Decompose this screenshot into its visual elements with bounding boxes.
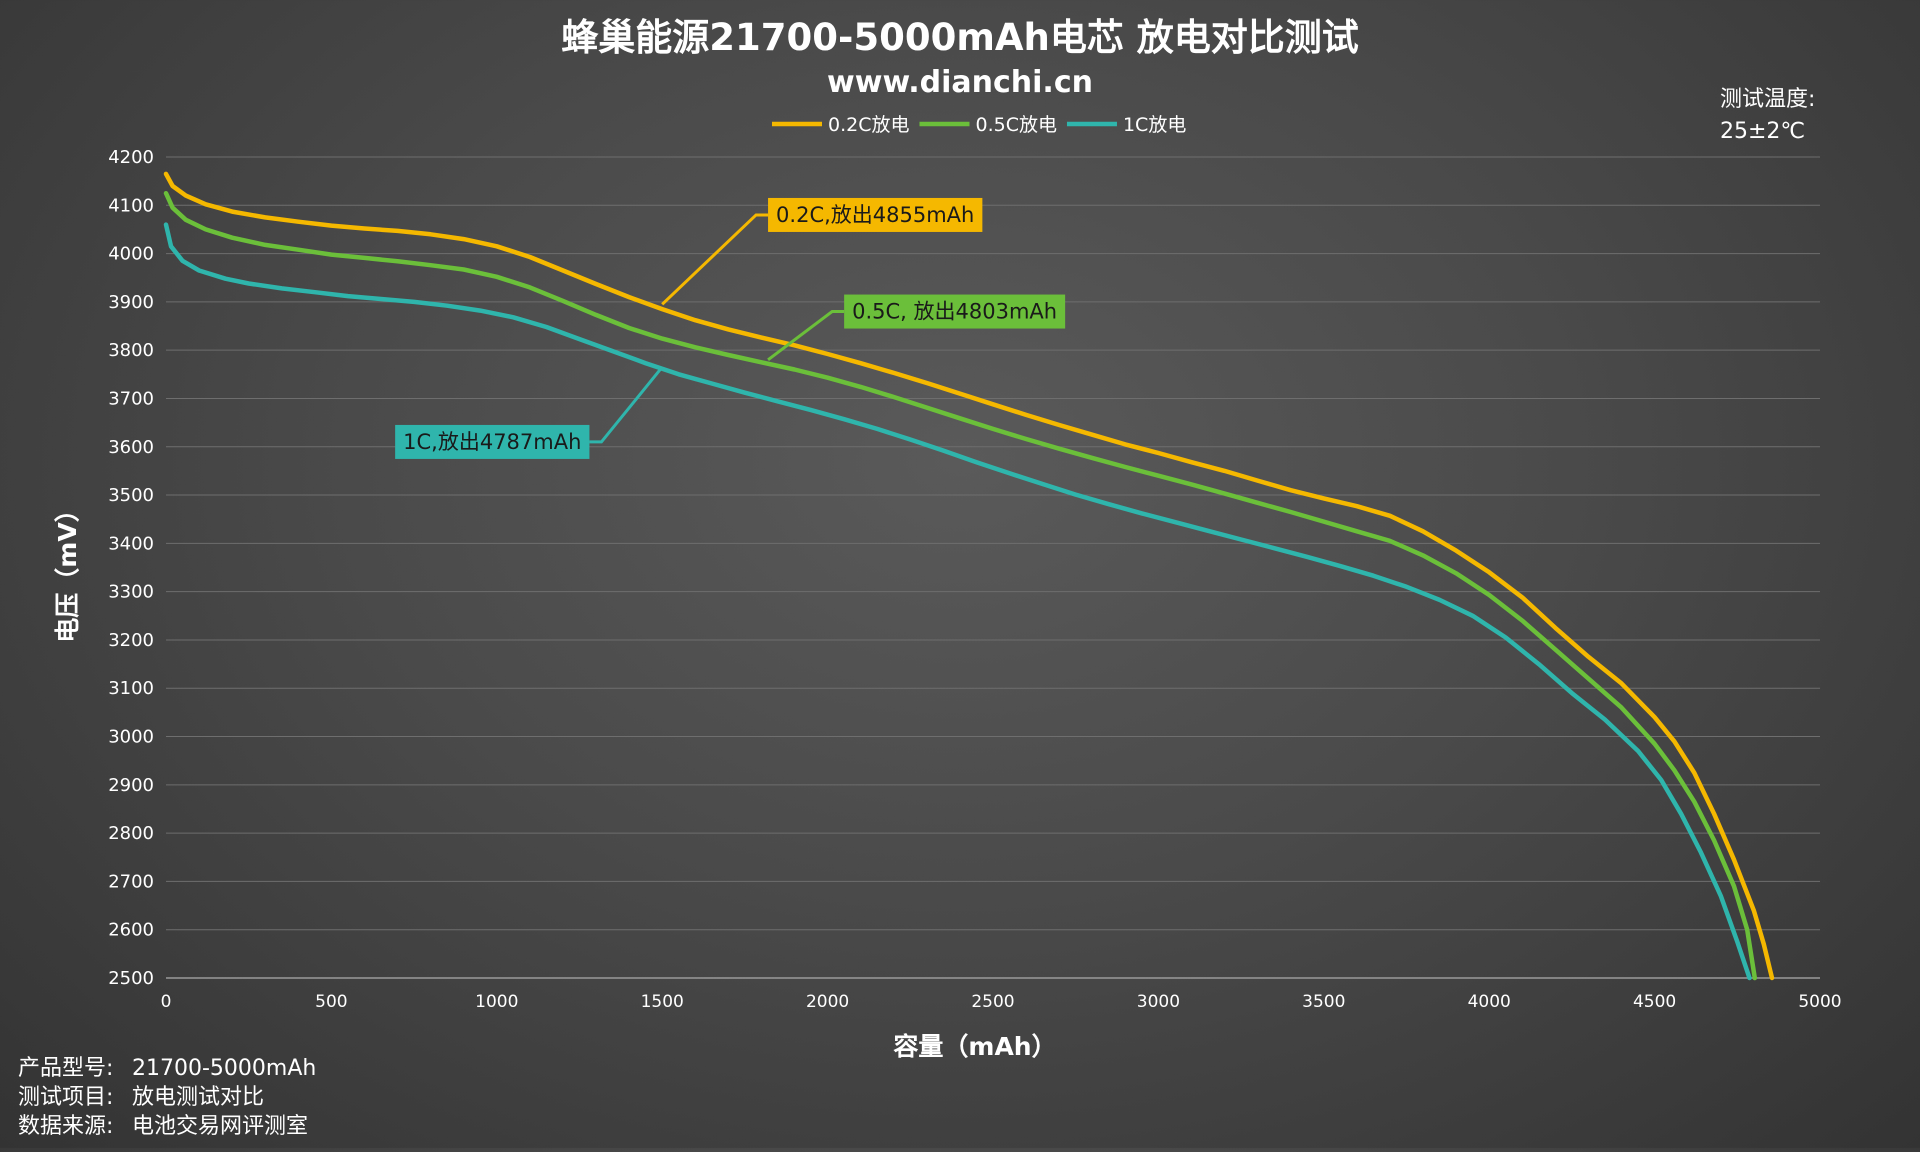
y-tick-label-3100: 3100 [108,678,154,699]
legend-label-2: 1C放电 [1123,114,1186,136]
x-tick-label-1500: 1500 [641,992,684,1012]
x-tick-label-4500: 4500 [1633,992,1676,1012]
x-tick-label-0: 0 [161,992,172,1012]
test-condition-value: 25±2℃ [1720,119,1805,144]
annotation-box-1 [844,294,1066,329]
series-layer [163,171,1775,981]
x-tick-label-2500: 2500 [971,992,1014,1012]
chart-title: 蜂巢能源21700-5000mAh电芯 放电对比测试 [561,16,1358,59]
y-tick-label-2600: 2600 [108,920,154,941]
footer-model-label: 产品型号: [18,1056,113,1081]
footer: 产品型号: 21700-5000mAh 测试项目: 放电测试对比 数据来源: 电… [18,1056,316,1139]
grid [166,156,1820,979]
y-tick-label-3000: 3000 [108,727,154,748]
x-tick-label-4000: 4000 [1468,992,1511,1012]
y-axis-label: 电压（mV） [53,497,82,642]
series-line-2 [163,222,1752,981]
test-condition-label: 测试温度: [1720,87,1815,112]
annotation-box-2 [395,424,590,459]
y-tick-label-3400: 3400 [108,533,154,554]
y-tick-label-3900: 3900 [108,292,154,313]
footer-item-value: 放电测试对比 [132,1085,264,1110]
y-tick-label-2900: 2900 [108,775,154,796]
annotation-1: 0.5C, 放出4803mAh [767,294,1066,362]
x-tick-label-1000: 1000 [475,992,518,1012]
annotation-label-2: 1C,放出4787mAh [403,430,581,454]
y-tick-label-4000: 4000 [108,244,154,265]
x-tick-label-2000: 2000 [806,992,849,1012]
annotation-box-0 [768,197,983,232]
x-tick-label-5000: 5000 [1798,992,1841,1012]
legend-label-0: 0.2C放电 [828,114,909,136]
footer-source-value: 电池交易网评测室 [132,1114,308,1139]
x-axis-label: 容量（mAh） [893,1032,1056,1061]
annotation-layer: 0.2C,放出4855mAh 0.5C, 放出4803mAh 1C,放出4787mA… [395,197,1066,459]
annotation-2: 1C,放出4787mAh [395,366,664,459]
chart-subtitle: www.dianchi.cn [827,65,1093,100]
annotation-leader-0 [661,213,769,306]
y-tick-label-3500: 3500 [108,485,154,506]
series-line-1 [163,190,1758,981]
annotation-label-1: 0.5C, 放出4803mAh [852,300,1057,324]
x-tick-label-500: 500 [315,992,347,1012]
y-tick-label-3700: 3700 [108,388,154,409]
x-tick-label-3500: 3500 [1302,992,1345,1012]
y-tick-label-2500: 2500 [108,968,154,989]
y-tick-label-3800: 3800 [108,340,154,361]
y-axis-ticks: 2500 2600 2700 2800 2900 3000 3100 3200 3300 3400… [108,147,154,989]
y-tick-label-3200: 3200 [108,630,154,651]
y-tick-label-3600: 3600 [108,437,154,458]
y-tick-label-4100: 4100 [108,195,154,216]
y-tick-label-2700: 2700 [108,871,154,892]
annotation-leader-1 [767,310,845,362]
legend-label-1: 0.5C放电 [975,114,1056,136]
y-tick-label-2800: 2800 [108,823,154,844]
annotation-leader-2 [589,366,664,444]
x-tick-label-3000: 3000 [1137,992,1180,1012]
footer-model-value: 21700-5000mAh [132,1056,316,1081]
annotation-0: 0.2C,放出4855mAh [661,197,983,306]
series-line-0 [163,171,1775,981]
y-tick-label-3300: 3300 [108,582,154,603]
footer-item-label: 测试项目: [18,1085,113,1110]
footer-source-label: 数据来源: [18,1114,113,1139]
annotation-label-0: 0.2C,放出4855mAh [776,203,974,227]
x-axis-ticks: 0 500 1000 1500 2000 2500 3000 3500 4000 4500 5000 [161,992,1842,1012]
legend: 0.2C放电 0.5C放电 1C放电 [772,114,1186,136]
y-tick-label-4200: 4200 [108,147,154,168]
